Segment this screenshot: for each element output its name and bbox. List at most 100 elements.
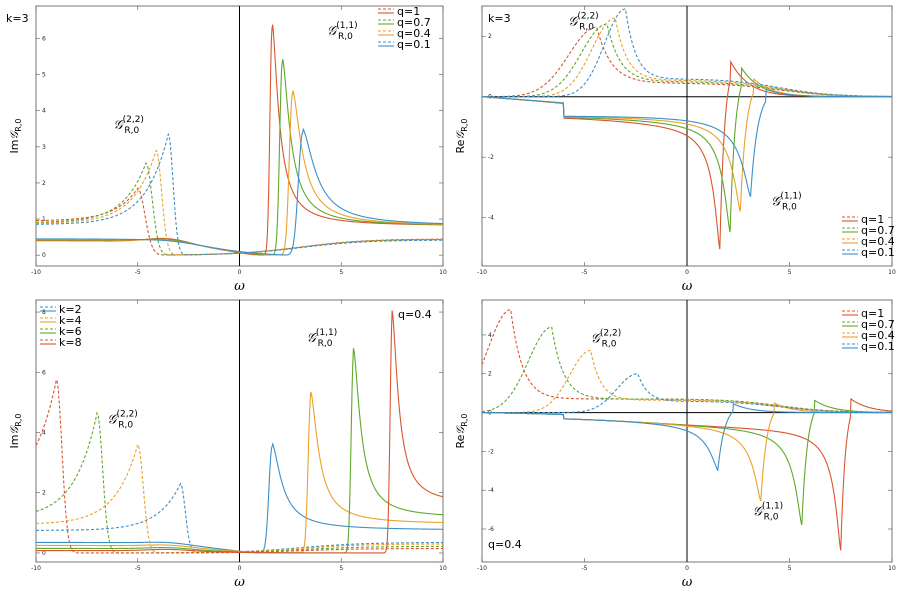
chart-top-right: -10-50510-4-202ωRe𝒢R,0k=3𝒢(2,2)R,0𝒢(1,1)… (454, 5, 896, 294)
curve-annotation: 𝒢(1,1) R,0 (771, 192, 802, 213)
y-tick-label: -2 (488, 154, 494, 161)
curve-annotation: 𝒢(2,2) R,0 (113, 115, 144, 136)
legend-entry: k=2 (59, 303, 82, 316)
x-tick-label: -5 (582, 565, 588, 572)
legend-entry: k=6 (59, 325, 82, 338)
legend-entry: q=0.1 (861, 246, 895, 259)
x-axis-label: ω (682, 575, 693, 590)
y-tick-label: 0 (42, 252, 46, 259)
series-line-q-0-4-dashed (482, 17, 892, 98)
series-line-k-6-dashed (36, 411, 443, 554)
x-tick-label: 5 (339, 565, 343, 572)
x-tick-label: -5 (135, 269, 141, 276)
x-tick-label: 5 (339, 269, 343, 276)
y-tick-label: 0 (42, 550, 46, 557)
series-line-q-0-1-solid (36, 127, 443, 256)
series-line-q-0-7-dashed (482, 23, 892, 98)
y-axis-label: Re𝒢R,0 (454, 414, 469, 449)
x-tick-label: 10 (888, 269, 896, 276)
y-tick-label: 2 (488, 33, 492, 40)
legend-entry: q=0.4 (861, 329, 895, 342)
y-tick-label: 8 (42, 309, 46, 316)
curve-annotation: 𝒢(1,1) R,0 (753, 501, 784, 522)
x-tick-label: -10 (477, 269, 487, 276)
y-axis-label: Im𝒢R,0 (8, 118, 23, 153)
legend-entry: q=0.7 (861, 224, 895, 237)
series-line-q-0-4-dashed (482, 349, 892, 414)
series-group (36, 310, 443, 554)
x-axis-label: ω (234, 575, 245, 590)
legend: k=2k=4k=6k=8 (40, 303, 82, 349)
x-tick-label: -10 (477, 565, 487, 572)
chart-bottom-right: -10-50510-6-4-2024ωRe𝒢R,0q=0.4𝒢(2,2)R,0𝒢… (454, 299, 896, 590)
curve-annotation: 𝒢(2,2) R,0 (107, 409, 138, 430)
y-tick-label: 6 (42, 369, 46, 376)
legend: q=1q=0.7q=0.4q=0.1 (842, 307, 895, 353)
curve-annotation: 𝒢(1,1) R,0 (307, 328, 338, 349)
curve-annotation: 𝒢(1,1) R,0 (327, 21, 358, 42)
x-tick-label: -10 (31, 565, 41, 572)
series-line-q-0-1-dashed (482, 373, 892, 414)
y-tick-label: 1 (42, 216, 46, 223)
x-tick-label: -5 (582, 269, 588, 276)
x-tick-label: 0 (238, 565, 242, 572)
x-tick-label: 10 (439, 269, 447, 276)
legend-entry: q=0.4 (397, 27, 431, 40)
x-tick-label: -10 (31, 269, 41, 276)
x-tick-label: -5 (135, 565, 141, 572)
panel-parameter-label: q=0.4 (398, 308, 432, 321)
curve-annotation: 𝒢(2,2) R,0 (568, 12, 599, 33)
y-tick-label: 4 (42, 108, 46, 115)
y-tick-label: 2 (42, 180, 46, 187)
x-tick-label: 0 (685, 565, 689, 572)
legend-entry: q=0.4 (861, 235, 895, 248)
y-tick-label: 4 (488, 332, 492, 339)
series-line-q-0-1-dashed (36, 132, 443, 256)
legend: q=1q=0.7q=0.4q=0.1 (378, 5, 431, 51)
x-tick-label: 0 (685, 269, 689, 276)
series-group (482, 309, 892, 551)
series-line-q-0-7-dashed (482, 326, 892, 413)
legend-entry: k=8 (59, 336, 82, 349)
x-axis-label: ω (682, 279, 693, 294)
chart-top-left: -10 -5 0 5 10 0 1 2 3 4 5 6 ω Im𝒢R,0 k=3 𝒢(2,2) R,0 𝒢(1,1… (6, 5, 447, 294)
series-line-k-4-solid (36, 391, 443, 554)
curve-annotation: 𝒢(2,2) R,0 (591, 329, 622, 350)
y-tick-label: 4 (42, 430, 46, 437)
series-group (36, 24, 443, 256)
y-tick-label: 5 (42, 72, 46, 79)
legend-entry: q=1 (397, 5, 420, 18)
legend-entry: q=0.7 (861, 318, 895, 331)
y-axis-label: Re𝒢R,0 (454, 119, 469, 154)
legend-entry: k=4 (59, 314, 82, 327)
x-tick-label: 5 (788, 269, 792, 276)
legend-entry: q=0.1 (861, 340, 895, 353)
chart-bottom-left: -10 -5 0 5 10 0 2 4 6 8 ω Im𝒢R,0 q=0.4 𝒢(2,2) R,0 𝒢(1,1… (8, 299, 447, 590)
y-axis-label: Im𝒢R,0 (8, 413, 23, 448)
y-tick-label: -6 (488, 526, 494, 533)
y-tick-label: 6 (42, 36, 46, 43)
x-tick-label: 10 (439, 565, 447, 572)
series-line-k-2-dashed (36, 482, 443, 554)
legend: q=1q=0.7q=0.4q=0.1 (842, 213, 895, 259)
series-line-q-0-1-dashed (482, 8, 892, 98)
x-tick-label: 10 (888, 565, 896, 572)
x-tick-label: 0 (238, 269, 242, 276)
y-tick-label: -2 (488, 448, 494, 455)
x-axis-label: ω (234, 279, 245, 294)
series-group (482, 8, 892, 250)
legend-entry: q=1 (861, 307, 884, 320)
legend-entry: q=1 (861, 213, 884, 226)
series-line-q-0-1-solid (482, 403, 892, 471)
panel-parameter-label: k=3 (488, 12, 511, 25)
y-tick-label: -4 (488, 487, 494, 494)
panel-parameter-label: q=0.4 (488, 538, 522, 551)
panel-parameter-label: k=3 (6, 12, 29, 25)
y-tick-label: 2 (488, 371, 492, 378)
x-tick-label: 5 (788, 565, 792, 572)
y-tick-label: 3 (42, 144, 46, 151)
series-line-q-0-1-solid (482, 88, 892, 197)
y-tick-label: 2 (42, 490, 46, 497)
legend-entry: q=0.1 (397, 38, 431, 51)
